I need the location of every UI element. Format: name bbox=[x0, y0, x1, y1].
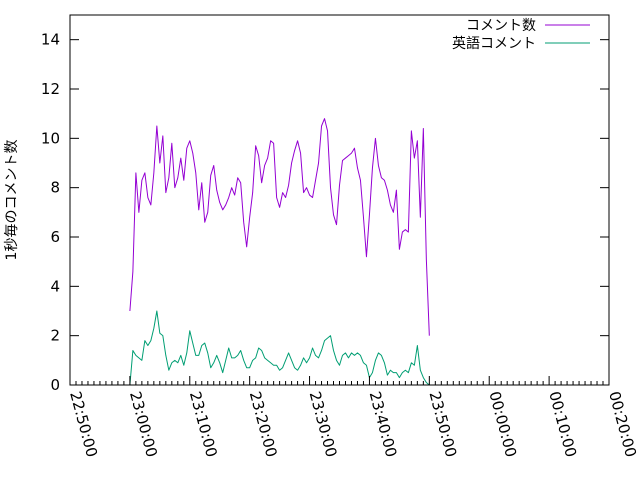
y-tick-label: 10 bbox=[41, 129, 60, 147]
y-tick-label: 14 bbox=[41, 31, 60, 49]
y-tick-label: 12 bbox=[41, 80, 60, 98]
y-tick-label: 6 bbox=[50, 228, 60, 246]
y-tick-label: 0 bbox=[50, 376, 60, 394]
plot-marks bbox=[129, 118, 430, 386]
y-axis-ticks: 0 2 4 6 8 10 12 14 bbox=[41, 31, 609, 394]
y-tick-label: 4 bbox=[50, 277, 60, 295]
series-line-1 bbox=[129, 118, 430, 336]
legend-label: 英語コメント bbox=[452, 35, 536, 52]
legend-label: コメント数 bbox=[466, 18, 536, 34]
y-axis-title: 1秒毎のコメント数 bbox=[4, 140, 20, 261]
y-tick-label: 8 bbox=[50, 179, 60, 197]
y-tick-label: 2 bbox=[50, 327, 60, 345]
series-line-2 bbox=[129, 310, 430, 386]
